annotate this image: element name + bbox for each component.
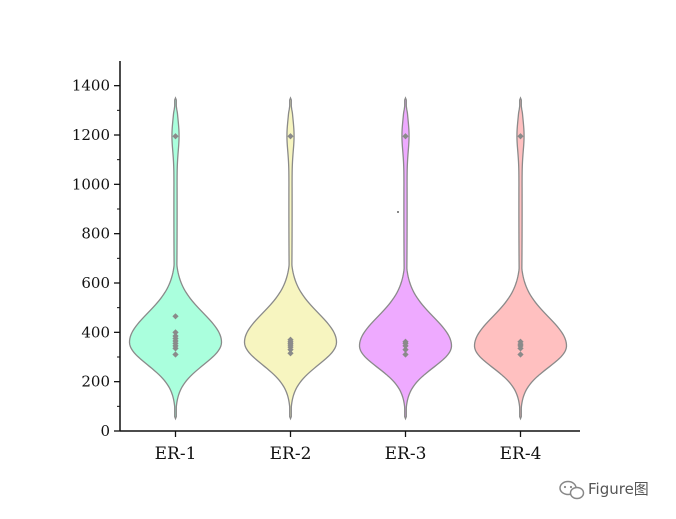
- y-tick-label: 400: [81, 323, 110, 341]
- x-tick-label: ER-3: [385, 444, 427, 464]
- y-tick-label: 1400: [72, 77, 110, 95]
- y-tick-label: 800: [81, 225, 110, 243]
- violin-er-2: [243, 96, 338, 421]
- x-tick-label: ER-2: [270, 444, 312, 464]
- y-tick-label: 200: [81, 373, 110, 391]
- x-axis-ticks: ER-1 ER-2 ER-3 ER-4: [155, 431, 542, 464]
- x-tick-label: ER-1: [155, 444, 197, 464]
- y-tick-label: 600: [81, 274, 110, 292]
- data-point: [287, 350, 294, 357]
- y-tick-label: 0: [100, 422, 110, 440]
- watermark: Figure图: [559, 480, 649, 500]
- stray-dot: [397, 211, 399, 213]
- y-tick-label: 1000: [72, 175, 110, 193]
- data-point: [517, 351, 524, 358]
- x-tick-label: ER-4: [500, 444, 542, 464]
- y-tick-label: 1200: [72, 126, 110, 144]
- violin-er-3: [358, 96, 453, 421]
- violin-er-4: [473, 96, 568, 421]
- violin-er-1: [128, 96, 223, 421]
- watermark-text: Figure图: [588, 480, 649, 498]
- data-point: [172, 133, 179, 140]
- data-point: [402, 351, 409, 358]
- wechat-icon: [559, 480, 585, 500]
- data-point: [402, 346, 409, 353]
- data-point: [402, 342, 409, 350]
- violins-layer: [128, 96, 568, 421]
- data-point: [287, 346, 294, 353]
- y-axis-ticks: 0 200 400 600 800 1000 1200 1400: [72, 77, 120, 440]
